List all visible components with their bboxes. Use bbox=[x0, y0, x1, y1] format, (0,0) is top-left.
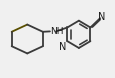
Text: NH: NH bbox=[50, 27, 63, 36]
Text: N: N bbox=[98, 12, 105, 22]
Text: N: N bbox=[59, 41, 66, 52]
